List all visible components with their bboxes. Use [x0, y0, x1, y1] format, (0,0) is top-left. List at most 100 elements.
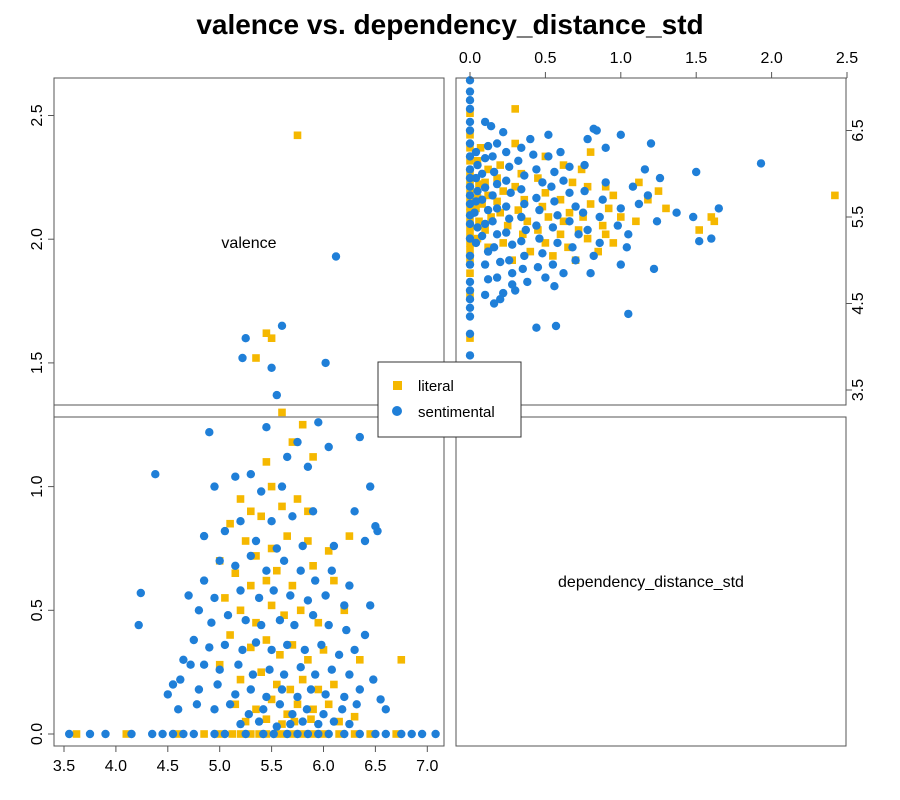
literal-point	[304, 507, 312, 516]
literal-point	[538, 202, 547, 211]
sentimental-point	[517, 237, 526, 246]
literal-point	[466, 157, 474, 165]
sentimental-point	[548, 223, 558, 232]
sentimental-point	[672, 208, 681, 217]
literal-point	[601, 230, 610, 239]
literal-point	[466, 131, 474, 139]
sentimental-point	[238, 353, 247, 363]
sentimental-point	[257, 487, 266, 496]
literal-point	[472, 204, 480, 213]
sentimental-point	[417, 729, 427, 739]
literal-point	[707, 213, 716, 221]
sentimental-point	[184, 591, 193, 600]
sentimental-point	[334, 650, 344, 659]
literal-point	[519, 230, 527, 239]
literal-point	[556, 230, 565, 239]
sentimental-point	[199, 531, 209, 541]
literal-point	[475, 180, 483, 188]
literal-point	[564, 243, 572, 252]
x-tick-label: 6.0	[312, 758, 334, 775]
sentimental-point	[520, 251, 529, 261]
sentimental-point	[505, 162, 514, 171]
sentimental-point	[595, 212, 604, 222]
sentimental-point	[360, 536, 370, 546]
sentimental-point	[488, 191, 497, 200]
sentimental-point	[431, 729, 440, 739]
sentimental-point	[311, 670, 320, 679]
sentimental-point	[151, 470, 160, 479]
sentimental-point	[300, 645, 309, 655]
literal-point	[290, 717, 299, 726]
sentimental-point	[756, 159, 766, 168]
sentimental-point	[471, 197, 481, 206]
literal-point	[466, 334, 474, 342]
sentimental-point	[350, 645, 359, 655]
sentimental-point	[505, 256, 514, 265]
sentimental-point	[246, 470, 255, 479]
sentimental-point	[293, 692, 302, 702]
panel-bottom-left	[53, 416, 445, 747]
literal-point	[314, 685, 323, 694]
sentimental-point	[502, 228, 511, 237]
literal-point	[324, 547, 333, 555]
literal-point	[476, 144, 485, 152]
sentimental-point	[535, 234, 544, 243]
sentimental-point	[345, 719, 354, 729]
sentimental-point	[248, 670, 258, 679]
literal-point	[541, 189, 550, 197]
sentimental-point	[259, 729, 268, 739]
sentimental-point	[241, 334, 250, 343]
literal-point	[644, 195, 652, 204]
sentimental-point	[695, 237, 704, 246]
sentimental-point	[231, 561, 240, 570]
legend-label-sentimental: sentimental	[418, 404, 495, 421]
sentimental-point	[194, 606, 204, 615]
literal-point	[594, 247, 602, 256]
sentimental-point	[352, 700, 361, 709]
sentimental-point	[548, 260, 558, 269]
literal-point	[350, 712, 359, 721]
sentimental-point	[583, 225, 592, 235]
sentimental-point	[465, 329, 475, 338]
sentimental-point	[381, 705, 390, 714]
sentimental-point	[283, 640, 292, 650]
sentimental-point	[290, 620, 299, 630]
sentimental-point	[471, 147, 481, 157]
sentimental-point	[360, 630, 370, 640]
sentimental-point	[580, 186, 589, 196]
sentimental-point	[355, 432, 364, 442]
sentimental-point	[275, 616, 285, 625]
literal-point	[283, 710, 291, 718]
sentimental-point	[640, 165, 650, 174]
literal-point	[226, 631, 234, 639]
sentimental-point	[277, 685, 287, 694]
literal-point	[267, 482, 276, 491]
sentimental-point	[550, 167, 559, 177]
sentimental-point	[601, 178, 610, 187]
sentimental-point	[465, 303, 475, 312]
sentimental-point	[355, 729, 364, 739]
literal-point	[288, 581, 297, 590]
literal-point	[231, 569, 240, 577]
sentimental-point	[544, 130, 553, 139]
literal-point	[392, 730, 400, 738]
literal-point	[466, 230, 474, 239]
sentimental-point	[480, 260, 490, 269]
literal-point	[252, 705, 260, 714]
sentimental-point	[329, 717, 339, 726]
sentimental-point	[311, 576, 320, 585]
sentimental-point	[541, 273, 550, 282]
sentimental-point	[473, 186, 482, 196]
sentimental-point	[624, 309, 633, 319]
literal-point	[568, 178, 577, 187]
literal-point	[309, 453, 317, 461]
sentimental-point	[553, 238, 562, 248]
sentimental-point	[168, 729, 178, 739]
sentimental-point	[85, 729, 95, 739]
literal-point	[288, 730, 297, 738]
sentimental-point	[314, 418, 323, 427]
literal-point	[267, 695, 276, 704]
sentimental-point	[134, 620, 143, 630]
literal-point	[314, 618, 323, 627]
literal-point	[565, 208, 574, 217]
